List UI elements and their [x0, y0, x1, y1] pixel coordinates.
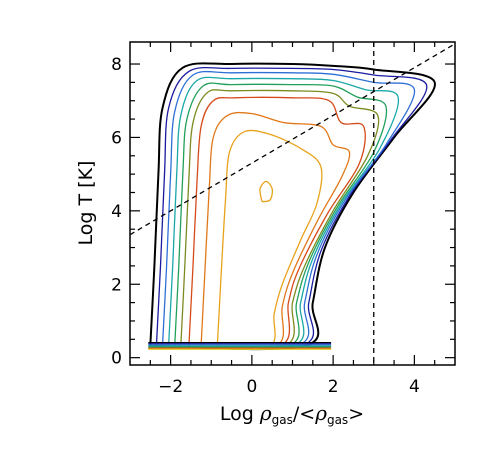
- x-axis-ticks: −2 0 2 4: [149, 42, 436, 397]
- x-axis-label-rho-2: ρ: [314, 401, 327, 425]
- y-axis-ticks: 0 2 4 6 8: [111, 55, 455, 369]
- contour-level-6: [180, 89, 380, 350]
- x-tick-label: 0: [246, 377, 257, 397]
- y-tick-label: 4: [111, 202, 122, 222]
- y-tick-label: 8: [111, 55, 122, 75]
- plot-area: [130, 42, 455, 365]
- contour-level-1: [149, 62, 436, 351]
- x-axis-label-prefix: Log: [220, 403, 260, 425]
- y-tick-label: 6: [111, 128, 122, 148]
- contour-level-5: [174, 82, 388, 350]
- x-axis-label: Log ρgas/<ρgas>: [220, 401, 364, 427]
- contour-lines: [149, 62, 436, 351]
- x-axis-label-sub-1: gas: [272, 413, 293, 427]
- x-tick-label: −2: [158, 377, 183, 397]
- y-tick-label: 2: [111, 275, 122, 295]
- x-axis-label-close: >: [348, 403, 364, 425]
- x-axis-label-rho-1: ρ: [259, 401, 272, 425]
- contour-level-2: [155, 66, 428, 350]
- contour-level-4: [167, 76, 400, 350]
- contour-level-3: [161, 70, 416, 350]
- contour-level-8: [200, 111, 351, 350]
- x-tick-label: 4: [409, 377, 420, 397]
- x-tick-label: 2: [328, 377, 339, 397]
- contour-level-7: [188, 96, 366, 350]
- contour-level-9: [216, 129, 323, 349]
- contour-level-10: [259, 180, 274, 203]
- y-tick-label: 0: [111, 349, 122, 369]
- y-axis-label: Log T [K]: [75, 161, 97, 246]
- x-axis-label-slash: /<: [293, 403, 315, 425]
- x-axis-label-sub-2: gas: [327, 413, 348, 427]
- floor-band: [148, 342, 332, 350]
